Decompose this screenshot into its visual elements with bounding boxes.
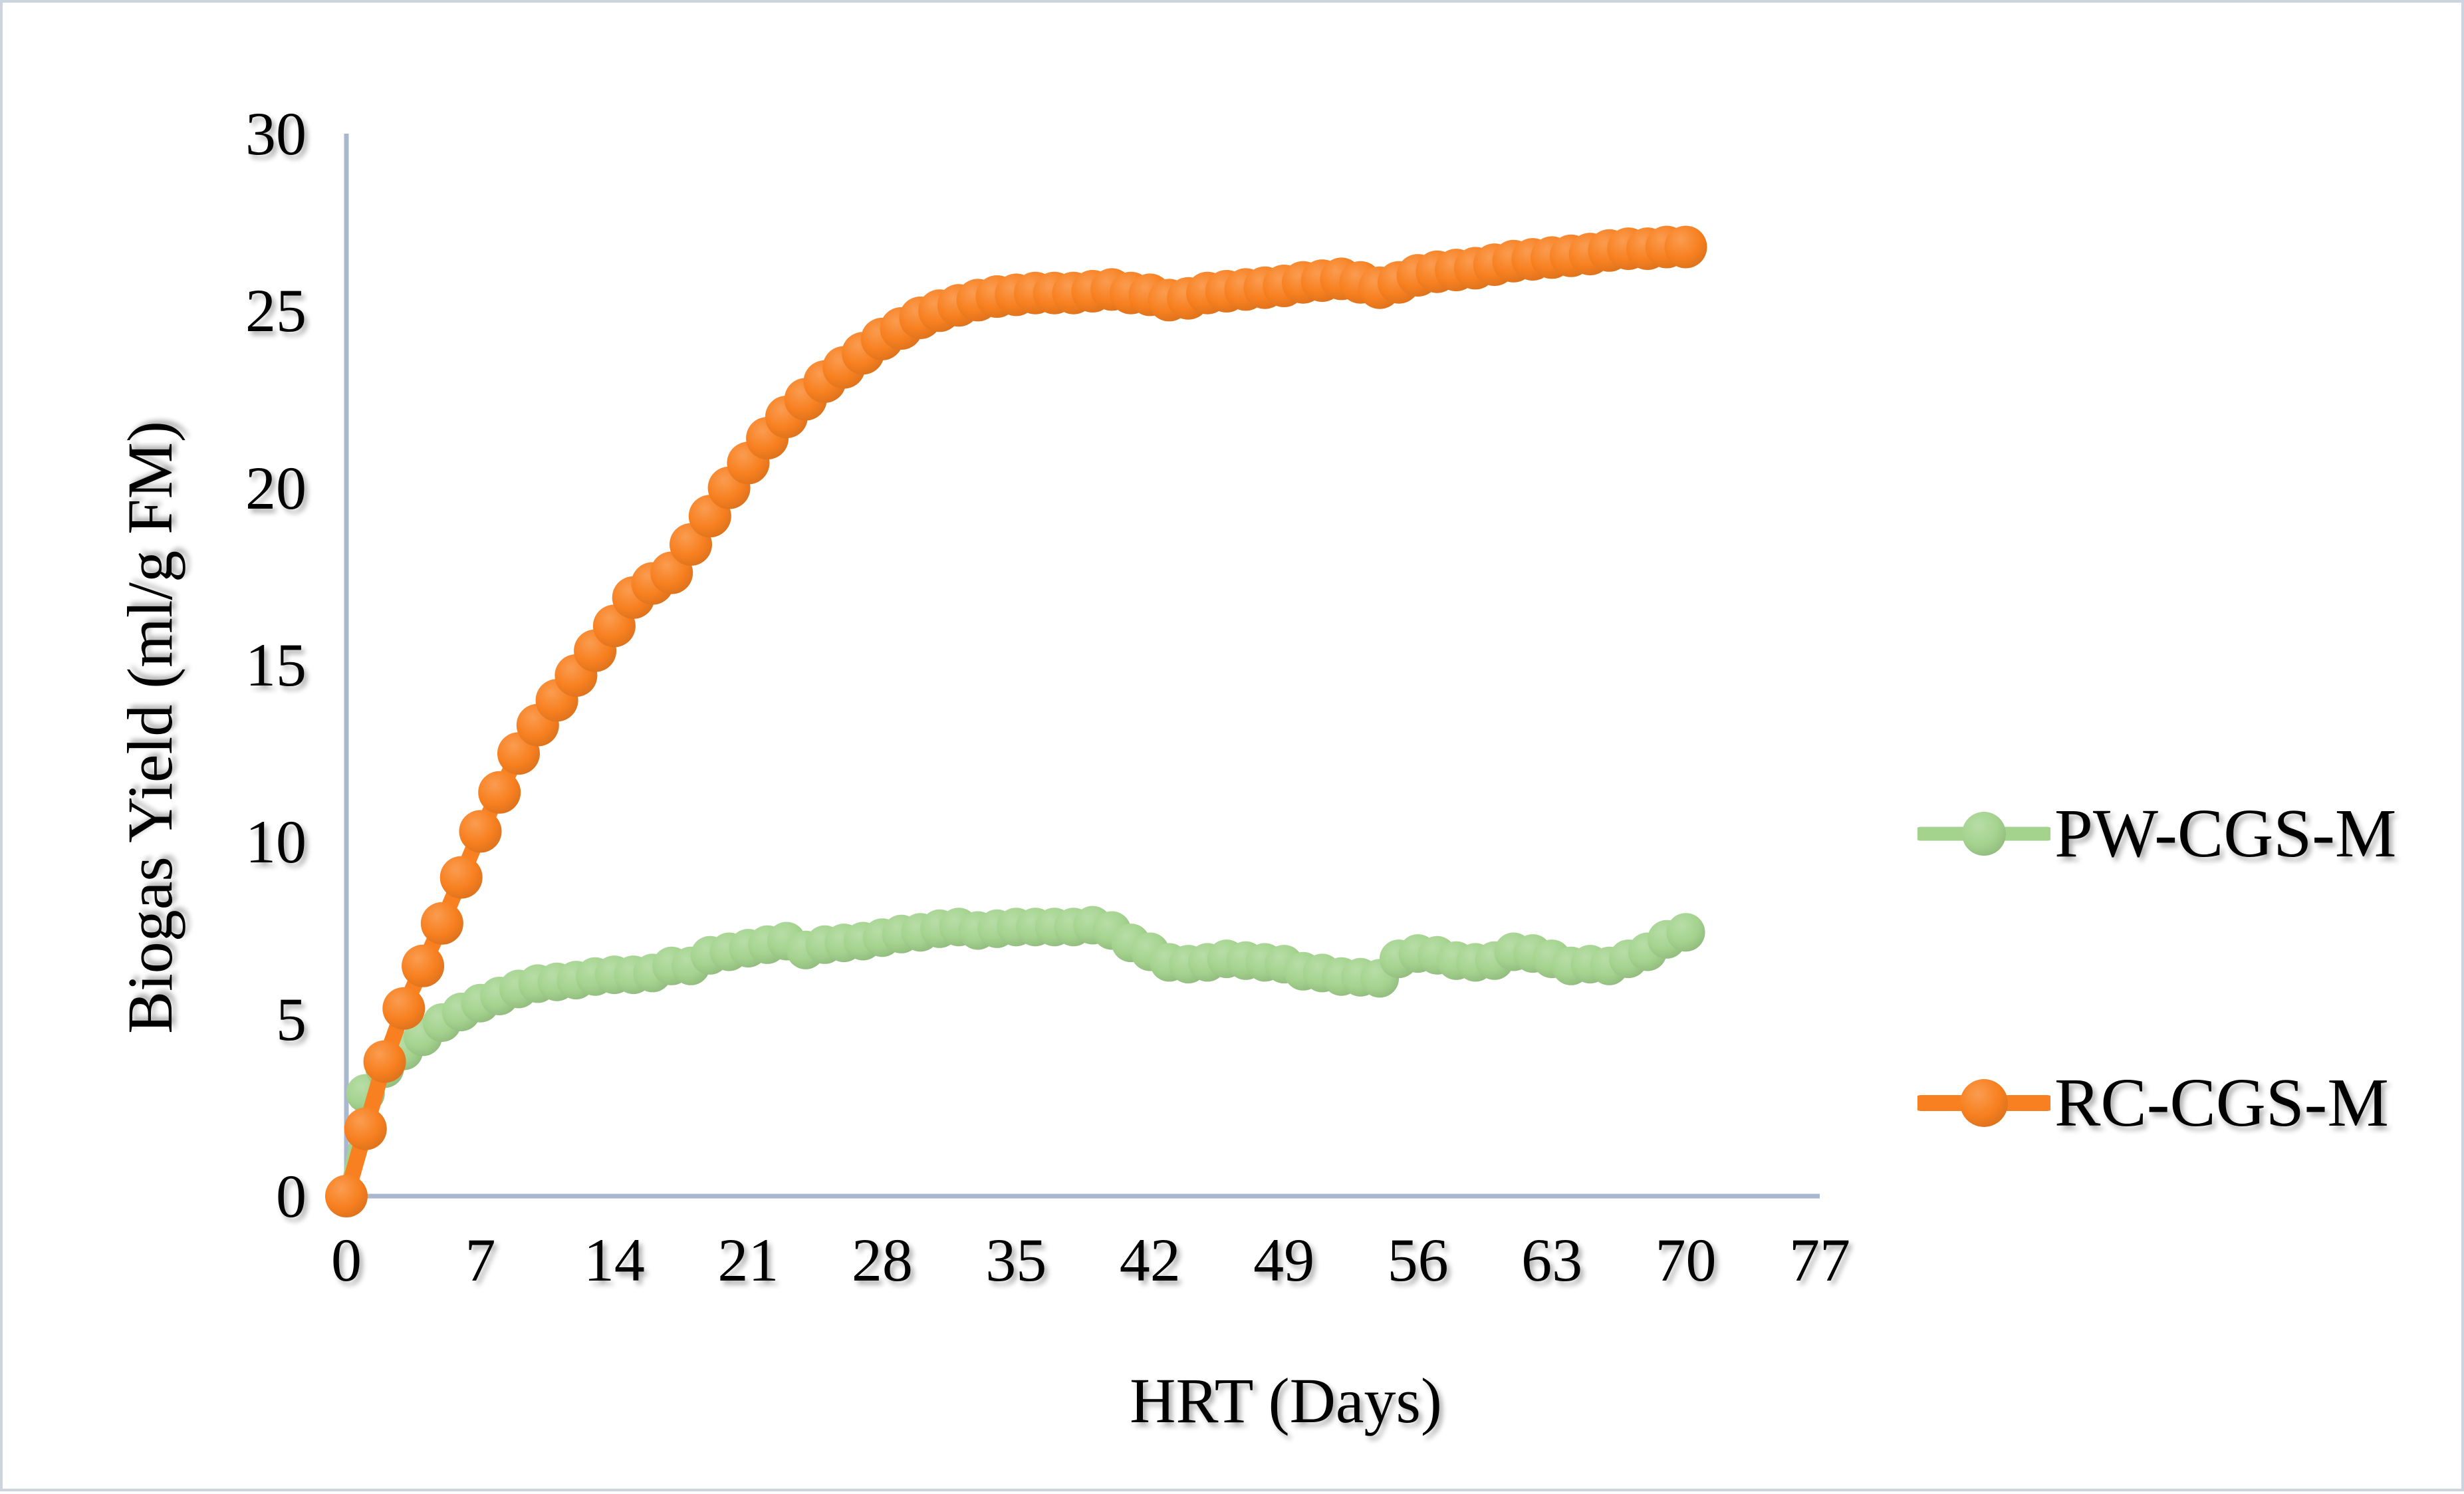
y-tick-label: 10 — [245, 808, 307, 876]
x-tick-label: 70 — [1655, 1226, 1717, 1294]
legend-item-rc-cgs-m: RC-CGS-M — [1917, 1066, 2389, 1140]
y-tick-label: 30 — [245, 100, 307, 168]
legend-marker-rc-cgs-m — [1917, 1079, 2050, 1127]
x-tick-label: 49 — [1253, 1226, 1315, 1294]
data-point — [1664, 225, 1707, 269]
x-tick-label: 21 — [717, 1226, 779, 1294]
x-tick-label: 56 — [1387, 1226, 1449, 1294]
x-tick-label: 35 — [985, 1226, 1047, 1294]
legend-marker-pw-cgs-m — [1917, 812, 2050, 856]
plot-area — [325, 134, 1820, 1217]
y-tick-label: 25 — [245, 277, 307, 345]
data-point — [344, 1107, 387, 1150]
data-point — [325, 1175, 368, 1217]
x-tick-label: 42 — [1119, 1226, 1181, 1294]
y-tick-label: 20 — [245, 453, 307, 522]
x-tick-label: 28 — [851, 1226, 913, 1294]
y-tick-label: 15 — [245, 631, 307, 699]
x-tick-label: 0 — [331, 1226, 362, 1294]
legend-label-pw-cgs-m: PW-CGS-M — [2054, 795, 2397, 872]
y-axis-title: Biogas Yield (ml/g FM) — [114, 421, 185, 1034]
legend-item-pw-cgs-m: PW-CGS-M — [1917, 797, 2396, 870]
data-point — [439, 856, 483, 899]
y-tick-label: 5 — [276, 985, 307, 1053]
data-point — [382, 987, 426, 1030]
data-point — [420, 902, 463, 945]
x-axis-title: HRT (Days) — [1130, 1365, 1442, 1436]
y-tick-label: 0 — [276, 1162, 307, 1230]
data-point — [459, 810, 502, 853]
x-tick-label: 7 — [465, 1226, 496, 1294]
data-point — [402, 944, 445, 987]
x-tick-label: 14 — [583, 1226, 645, 1294]
data-point — [1666, 913, 1705, 952]
x-tick-label: 63 — [1521, 1226, 1583, 1294]
data-point — [363, 1040, 406, 1083]
data-point — [478, 771, 521, 814]
legend-label-rc-cgs-m: RC-CGS-M — [2054, 1064, 2389, 1141]
x-tick-label: 77 — [1789, 1226, 1850, 1294]
